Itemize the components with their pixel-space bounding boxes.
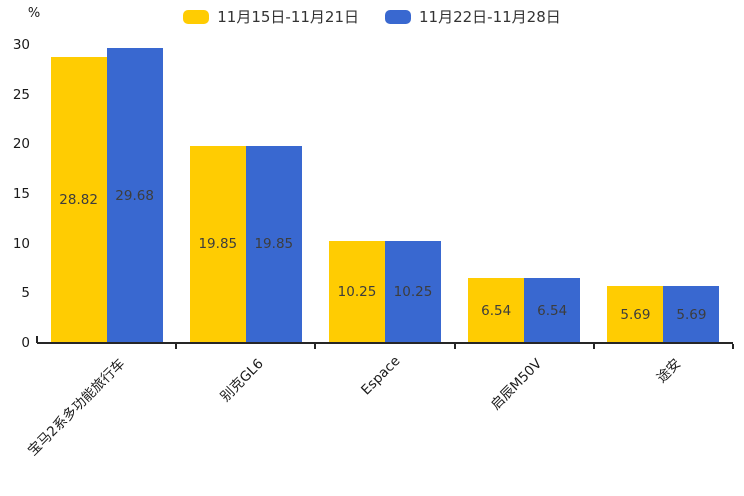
y-tick-label: 15 [12,186,30,202]
y-tick-label: 20 [12,136,30,153]
bar: 6.54 [468,278,525,343]
y-tick-label: 30 [12,37,30,53]
y-tick-label: 25 [12,86,30,103]
bar: 19.85 [245,145,302,343]
x-tick-label: Espace [357,353,404,399]
bar: 29.68 [106,48,163,343]
x-tick-label: 别克GL6 [217,355,267,406]
legend-swatch-icon [183,9,210,24]
legend-label: 11月22日-11月28日 [419,8,561,26]
bar-value-label: 10.25 [393,284,433,301]
x-axis-line [37,342,733,344]
x-axis-tick [732,344,734,349]
bar: 5.69 [663,286,720,343]
y-tick-label: 5 [21,285,30,302]
x-axis-tick [175,344,178,349]
bar-value-label: 28.82 [59,191,98,208]
x-axis-tick [314,344,317,349]
bar: 10.25 [329,241,385,343]
bar-value-label: 10.25 [337,284,377,301]
bar-value-label: 19.85 [198,236,238,253]
legend-swatch-icon [385,9,411,24]
bar-value-label: 29.68 [115,187,154,204]
chart-legend: 11月15日-11月21日 11月22日-11月28日 [0,6,744,27]
legend-item[interactable]: 11月15日-11月21日 [183,6,359,27]
x-tick-label: 启辰M50V [488,355,546,414]
x-axis-tick [36,336,38,343]
bar: 28.82 [50,56,107,343]
bar: 10.25 [385,241,441,343]
bar: 5.69 [607,286,664,343]
bar-value-label: 19.85 [254,236,294,253]
x-tick-label: 途安 [654,355,685,387]
legend-label: 11月15日-11月21日 [217,8,359,26]
y-tick-label: 10 [12,235,30,252]
x-axis-tick [592,344,595,349]
legend-item[interactable]: 11月22日-11月28日 [385,6,561,27]
bar: 19.85 [189,145,246,343]
bar-value-label: 5.69 [620,306,651,323]
y-axis-unit-label: % [27,6,41,21]
bar-value-label: 5.69 [676,306,707,323]
bar-value-label: 6.54 [481,302,512,319]
x-axis-tick [453,344,456,349]
x-tick-label: 宝马2系多功能旅行车 [24,355,128,460]
bar: 6.54 [524,278,581,343]
bar-value-label: 6.54 [537,302,568,319]
y-tick-label: 0 [21,335,30,351]
